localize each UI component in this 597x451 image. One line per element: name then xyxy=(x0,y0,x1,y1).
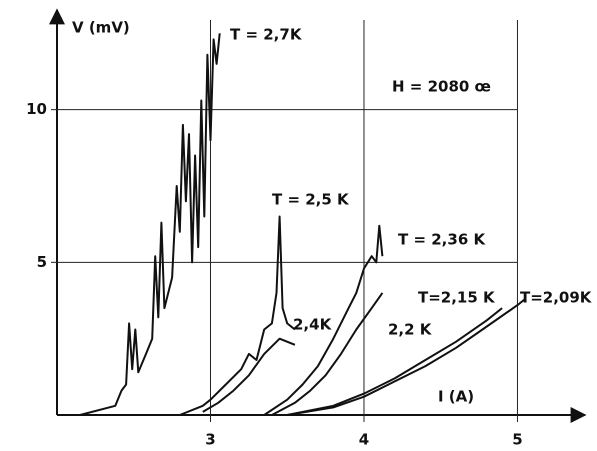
y-axis-label: V (mV) xyxy=(72,19,130,37)
series-label: T=2,15 K xyxy=(418,289,496,307)
curve xyxy=(202,337,296,413)
curve xyxy=(287,298,526,416)
curve xyxy=(287,307,503,416)
curve xyxy=(79,33,221,416)
series-label: T=2,09K xyxy=(520,289,593,307)
x-axis-label: I (A) xyxy=(438,388,474,406)
series-label: 2,2 K xyxy=(388,321,433,339)
x-tick-label: 3 xyxy=(205,431,215,449)
y-tick-label: 10 xyxy=(26,100,47,118)
x-tick-label: 5 xyxy=(512,431,522,449)
series-label: 2,4K xyxy=(293,316,333,334)
x-tick-label: 4 xyxy=(359,431,369,449)
y-tick-label: 5 xyxy=(37,253,47,271)
series-label: T = 2,7K xyxy=(230,26,303,44)
curve xyxy=(263,224,384,416)
annotation: H = 2080 œ xyxy=(392,78,491,96)
curve xyxy=(179,215,296,416)
curve xyxy=(271,292,384,416)
series-label: T = 2,5 K xyxy=(272,191,350,209)
series-label: T = 2,36 K xyxy=(398,231,486,249)
